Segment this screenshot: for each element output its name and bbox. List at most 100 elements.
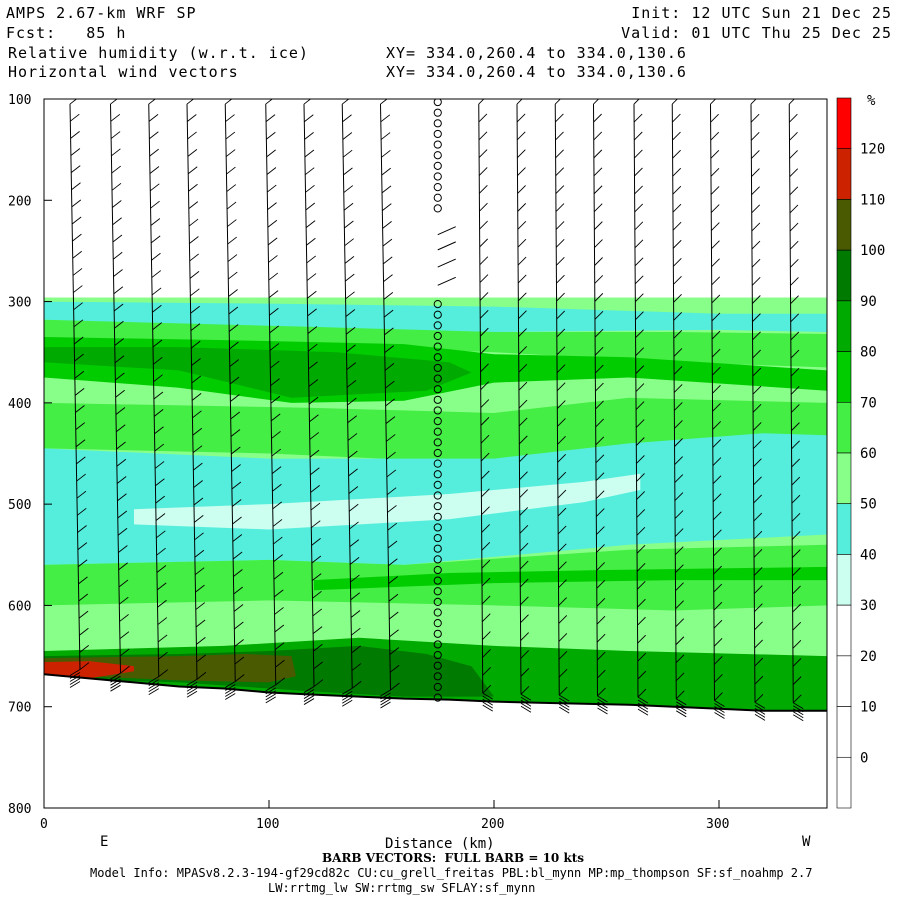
- wind-barb: [518, 399, 528, 409]
- wind-barb: [382, 238, 393, 247]
- wind-barb: [117, 510, 128, 519]
- wind-barb: [226, 201, 237, 210]
- wind-barb: [304, 132, 314, 140]
- wind-barb: [274, 607, 284, 615]
- barb-column: [380, 99, 400, 709]
- wind-barb: [110, 684, 121, 692]
- wind-barb: [754, 713, 766, 721]
- calm-wind-circle: [433, 342, 442, 351]
- wind-barb-shaft: [710, 104, 715, 701]
- wind-barb: [637, 708, 649, 716]
- wind-barb: [788, 99, 795, 105]
- wind-barb: [117, 527, 128, 536]
- wind-barb: [792, 676, 802, 685]
- wind-barb: [596, 562, 605, 571]
- wind-barb: [559, 694, 570, 702]
- wind-barb: [596, 651, 606, 661]
- wind-barb: [793, 705, 804, 713]
- wind-barb: [517, 149, 526, 159]
- calm-wind-circle: [433, 374, 442, 383]
- wind-barb: [152, 322, 162, 330]
- wind-barb: [188, 201, 199, 210]
- wind-barb: [70, 148, 81, 156]
- wind-barb: [150, 235, 161, 244]
- wind-barb: [187, 114, 197, 122]
- wind-barb: [69, 681, 81, 688]
- wind-barb: [114, 320, 124, 329]
- wind-barb: [380, 114, 391, 123]
- wind-barb: [308, 396, 319, 405]
- wind-barb: [482, 704, 493, 712]
- wind-barb: [790, 313, 800, 323]
- wind-barb: [636, 455, 645, 464]
- wind-barb-shaft: [516, 104, 522, 695]
- wind-barb: [348, 486, 359, 494]
- calm-wind-circle: [433, 693, 442, 702]
- wind-barb: [593, 203, 603, 213]
- wind-barb: [269, 343, 280, 351]
- wind-barb: [227, 236, 237, 245]
- wind-barbs: [69, 99, 804, 722]
- wind-barb: [270, 360, 280, 369]
- wind-barb: [558, 615, 568, 624]
- calm-wind-circle: [433, 172, 442, 181]
- wind-barb: [556, 256, 565, 266]
- wind-barb: [791, 440, 800, 450]
- wind-barb: [385, 380, 395, 389]
- wind-barb: [312, 626, 323, 634]
- calm-wind-circle: [433, 533, 442, 543]
- wind-barb: [790, 349, 800, 359]
- wind-barb: [69, 675, 81, 682]
- wind-barb: [70, 165, 81, 173]
- wind-barb-shaft: [110, 104, 121, 674]
- wind-barb: [229, 341, 239, 350]
- wind-barb: [753, 512, 763, 522]
- wind-barb: [593, 131, 603, 141]
- y-tick-label: 300: [8, 296, 31, 311]
- wind-barb: [520, 614, 529, 624]
- wind-barb: [234, 656, 245, 665]
- wind-barb: [634, 239, 644, 249]
- wind-barb: [270, 413, 281, 422]
- wind-barb: [158, 651, 168, 660]
- wind-barb: [713, 601, 723, 611]
- wind-barb: [153, 356, 163, 365]
- wind-barb: [673, 275, 682, 285]
- wind-barb: [673, 384, 683, 393]
- wind-barb: [482, 701, 493, 709]
- wind-barb: [269, 307, 279, 316]
- wind-barb: [389, 664, 400, 673]
- wind-barb: [595, 382, 604, 392]
- wind-barb: [790, 295, 799, 304]
- calm-wind-circle: [433, 608, 442, 617]
- wind-barb: [676, 710, 687, 718]
- calm-wind-circle: [433, 108, 442, 117]
- wind-barb: [231, 481, 242, 490]
- wind-barb: [754, 603, 763, 613]
- wind-barb: [790, 367, 800, 377]
- wind-barb: [635, 347, 645, 356]
- terrain-below: [44, 674, 827, 808]
- wind-barb: [311, 573, 322, 582]
- wind-barb: [597, 669, 606, 679]
- wind-barb: [519, 578, 529, 588]
- wind-barb: [115, 407, 126, 415]
- wind-barb: [712, 384, 721, 394]
- wind-barb: [74, 388, 85, 396]
- wind-barb: [115, 424, 126, 433]
- wind-barb: [675, 690, 685, 700]
- wind-barb: [192, 410, 202, 419]
- wind-barb: [480, 470, 490, 480]
- wind-barb: [153, 409, 164, 417]
- x-axis-label: Distance (km): [385, 836, 495, 852]
- wind-barb: [596, 615, 606, 625]
- wind-barb: [751, 240, 761, 250]
- wind-barb: [790, 386, 800, 395]
- colorbar-label: 70: [860, 395, 877, 411]
- colorbar-label: 10: [860, 700, 877, 716]
- wind-barb-shaft: [554, 104, 560, 696]
- wind-barb: [186, 687, 198, 695]
- wind-barb: [306, 237, 316, 246]
- wind-barb: [593, 113, 602, 123]
